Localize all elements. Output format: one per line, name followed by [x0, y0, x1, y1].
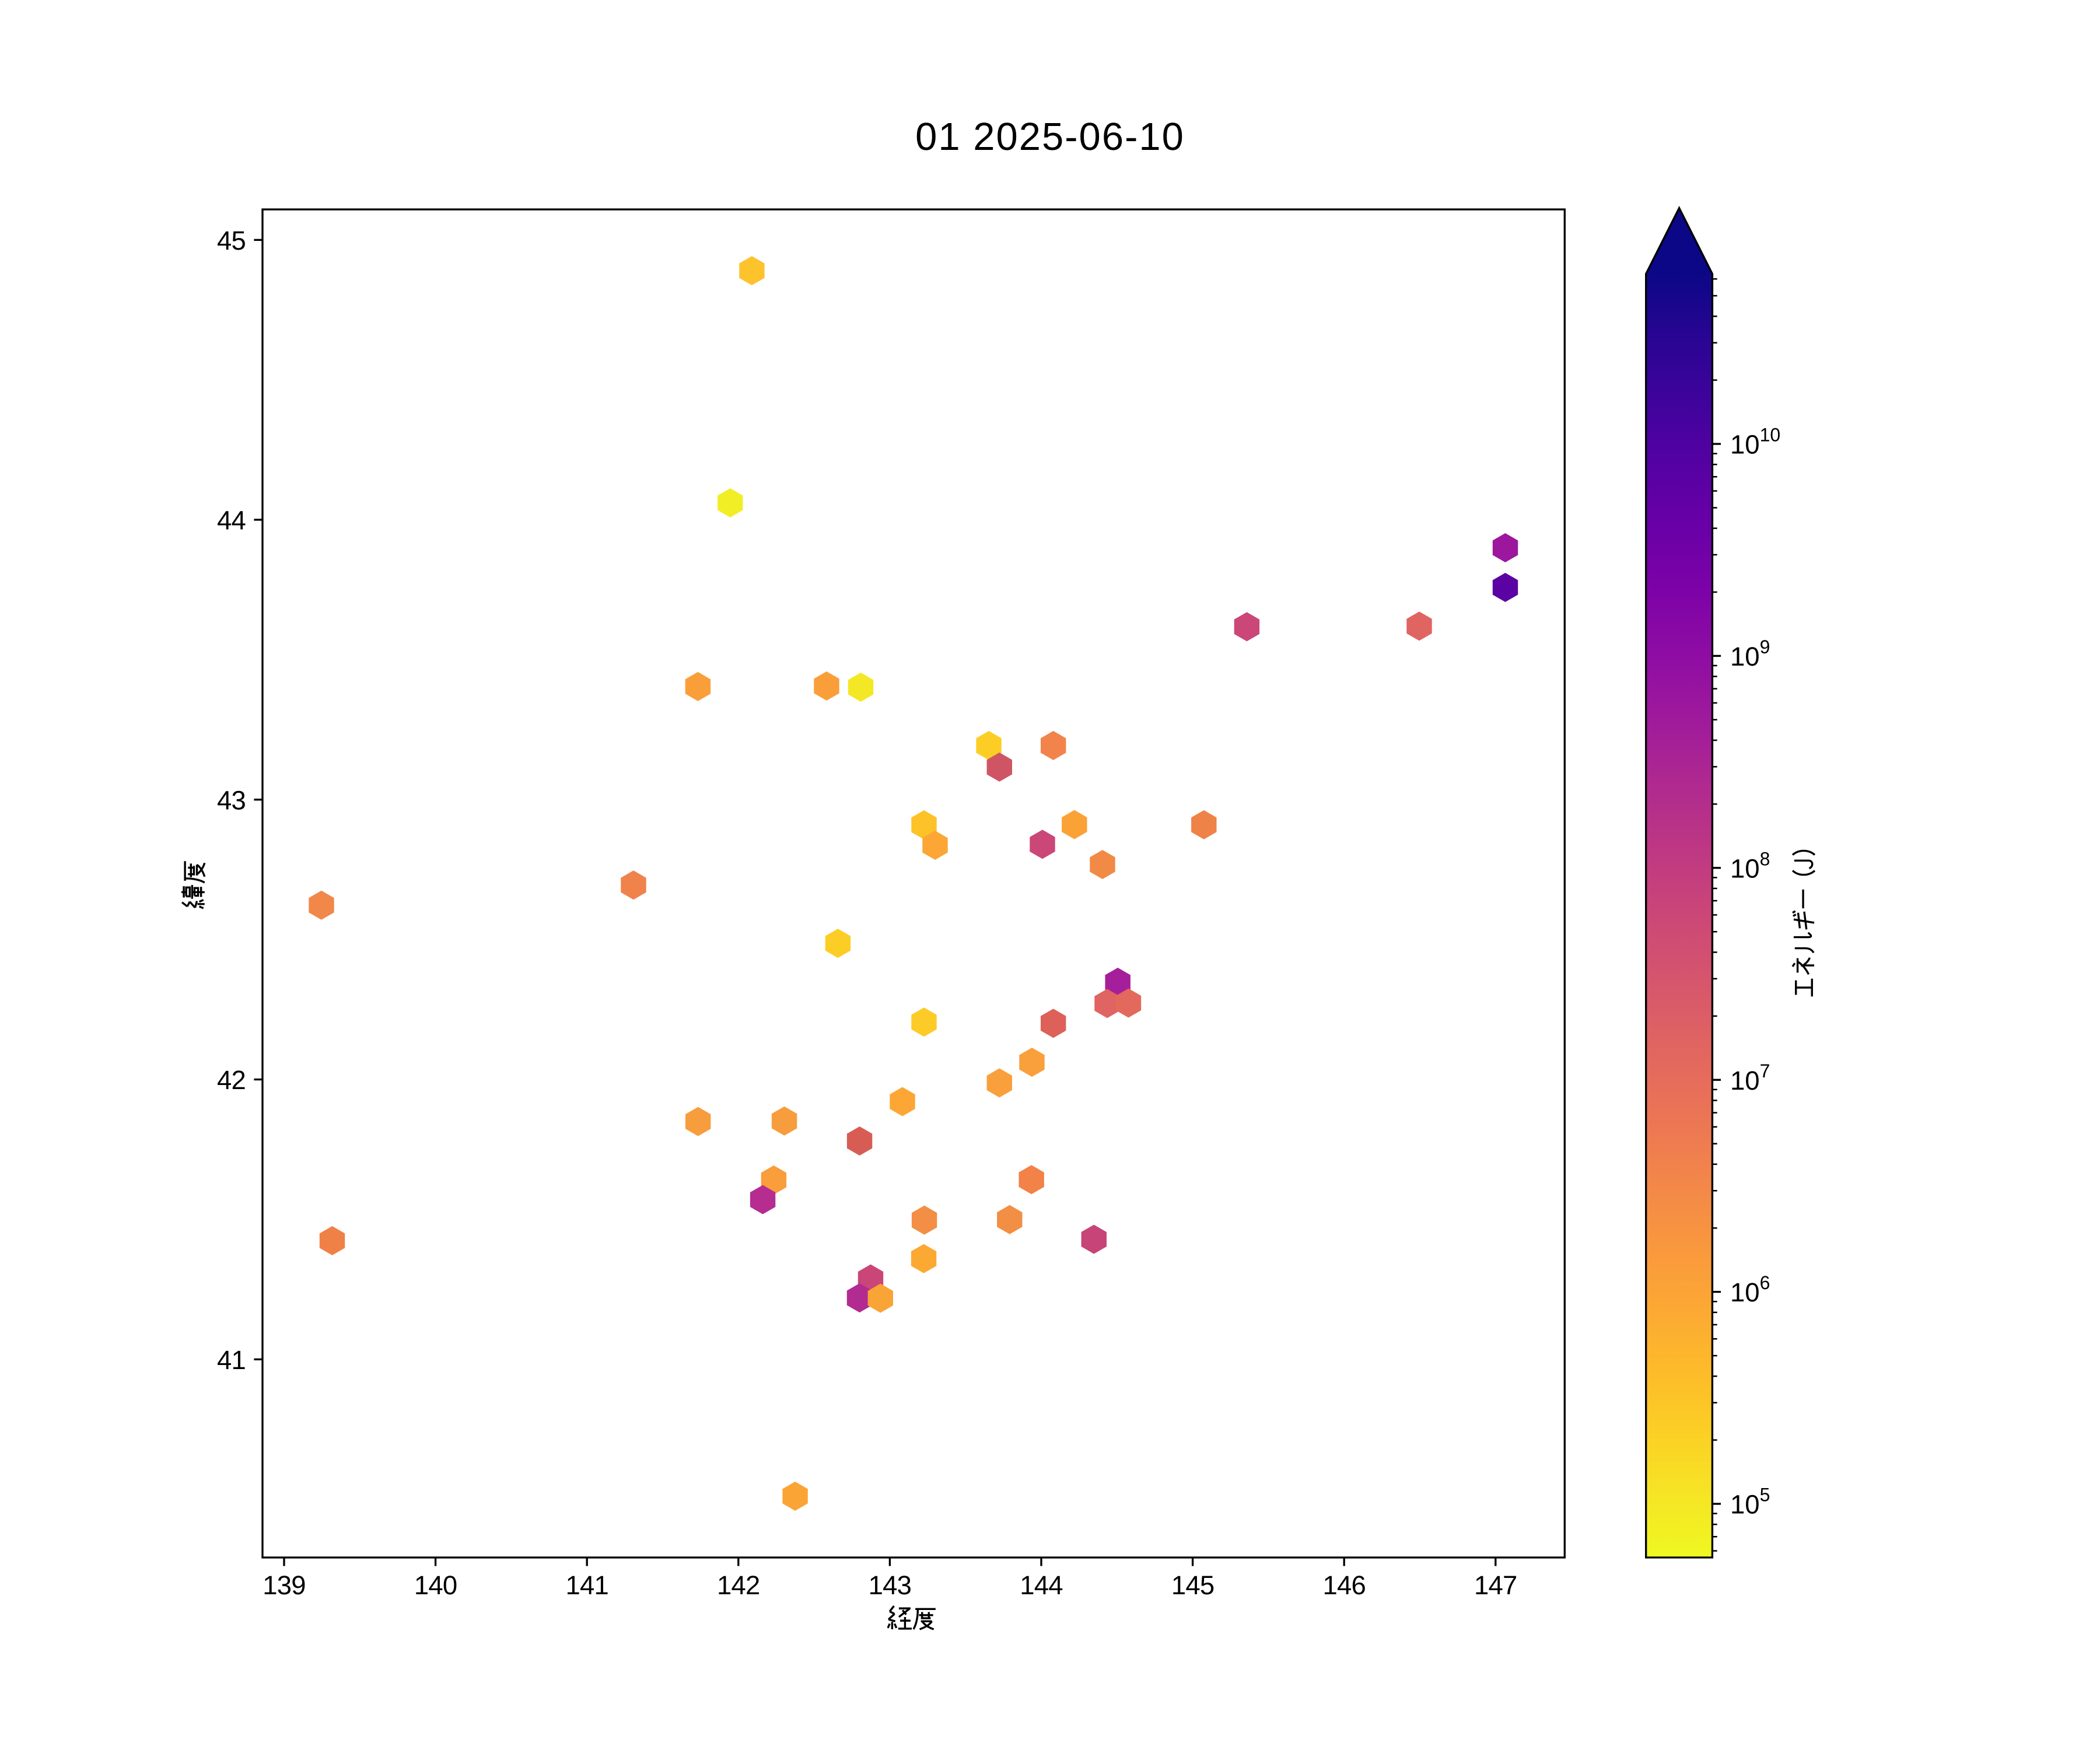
svg-text:41: 41 [217, 1345, 246, 1375]
svg-text:142: 142 [717, 1570, 760, 1600]
svg-text:140: 140 [414, 1570, 457, 1600]
svg-text:42: 42 [217, 1065, 246, 1095]
svg-text:44: 44 [217, 506, 246, 536]
svg-text:141: 141 [565, 1570, 608, 1600]
svg-text:105: 105 [1730, 1485, 1770, 1520]
svg-text:107: 107 [1730, 1060, 1770, 1096]
svg-text:139: 139 [262, 1570, 306, 1600]
svg-text:45: 45 [217, 226, 246, 256]
svg-text:01 2025-06-10: 01 2025-06-10 [915, 115, 1185, 159]
svg-text:147: 147 [1474, 1570, 1517, 1600]
svg-text:143: 143 [869, 1570, 912, 1600]
svg-text:108: 108 [1730, 848, 1770, 883]
svg-text:145: 145 [1171, 1570, 1214, 1600]
svg-text:109: 109 [1730, 636, 1770, 671]
svg-text:43: 43 [217, 785, 246, 815]
svg-text:144: 144 [1020, 1570, 1063, 1600]
svg-text:106: 106 [1730, 1272, 1770, 1307]
svg-text:1010: 1010 [1730, 425, 1780, 460]
svg-text:146: 146 [1322, 1570, 1366, 1600]
